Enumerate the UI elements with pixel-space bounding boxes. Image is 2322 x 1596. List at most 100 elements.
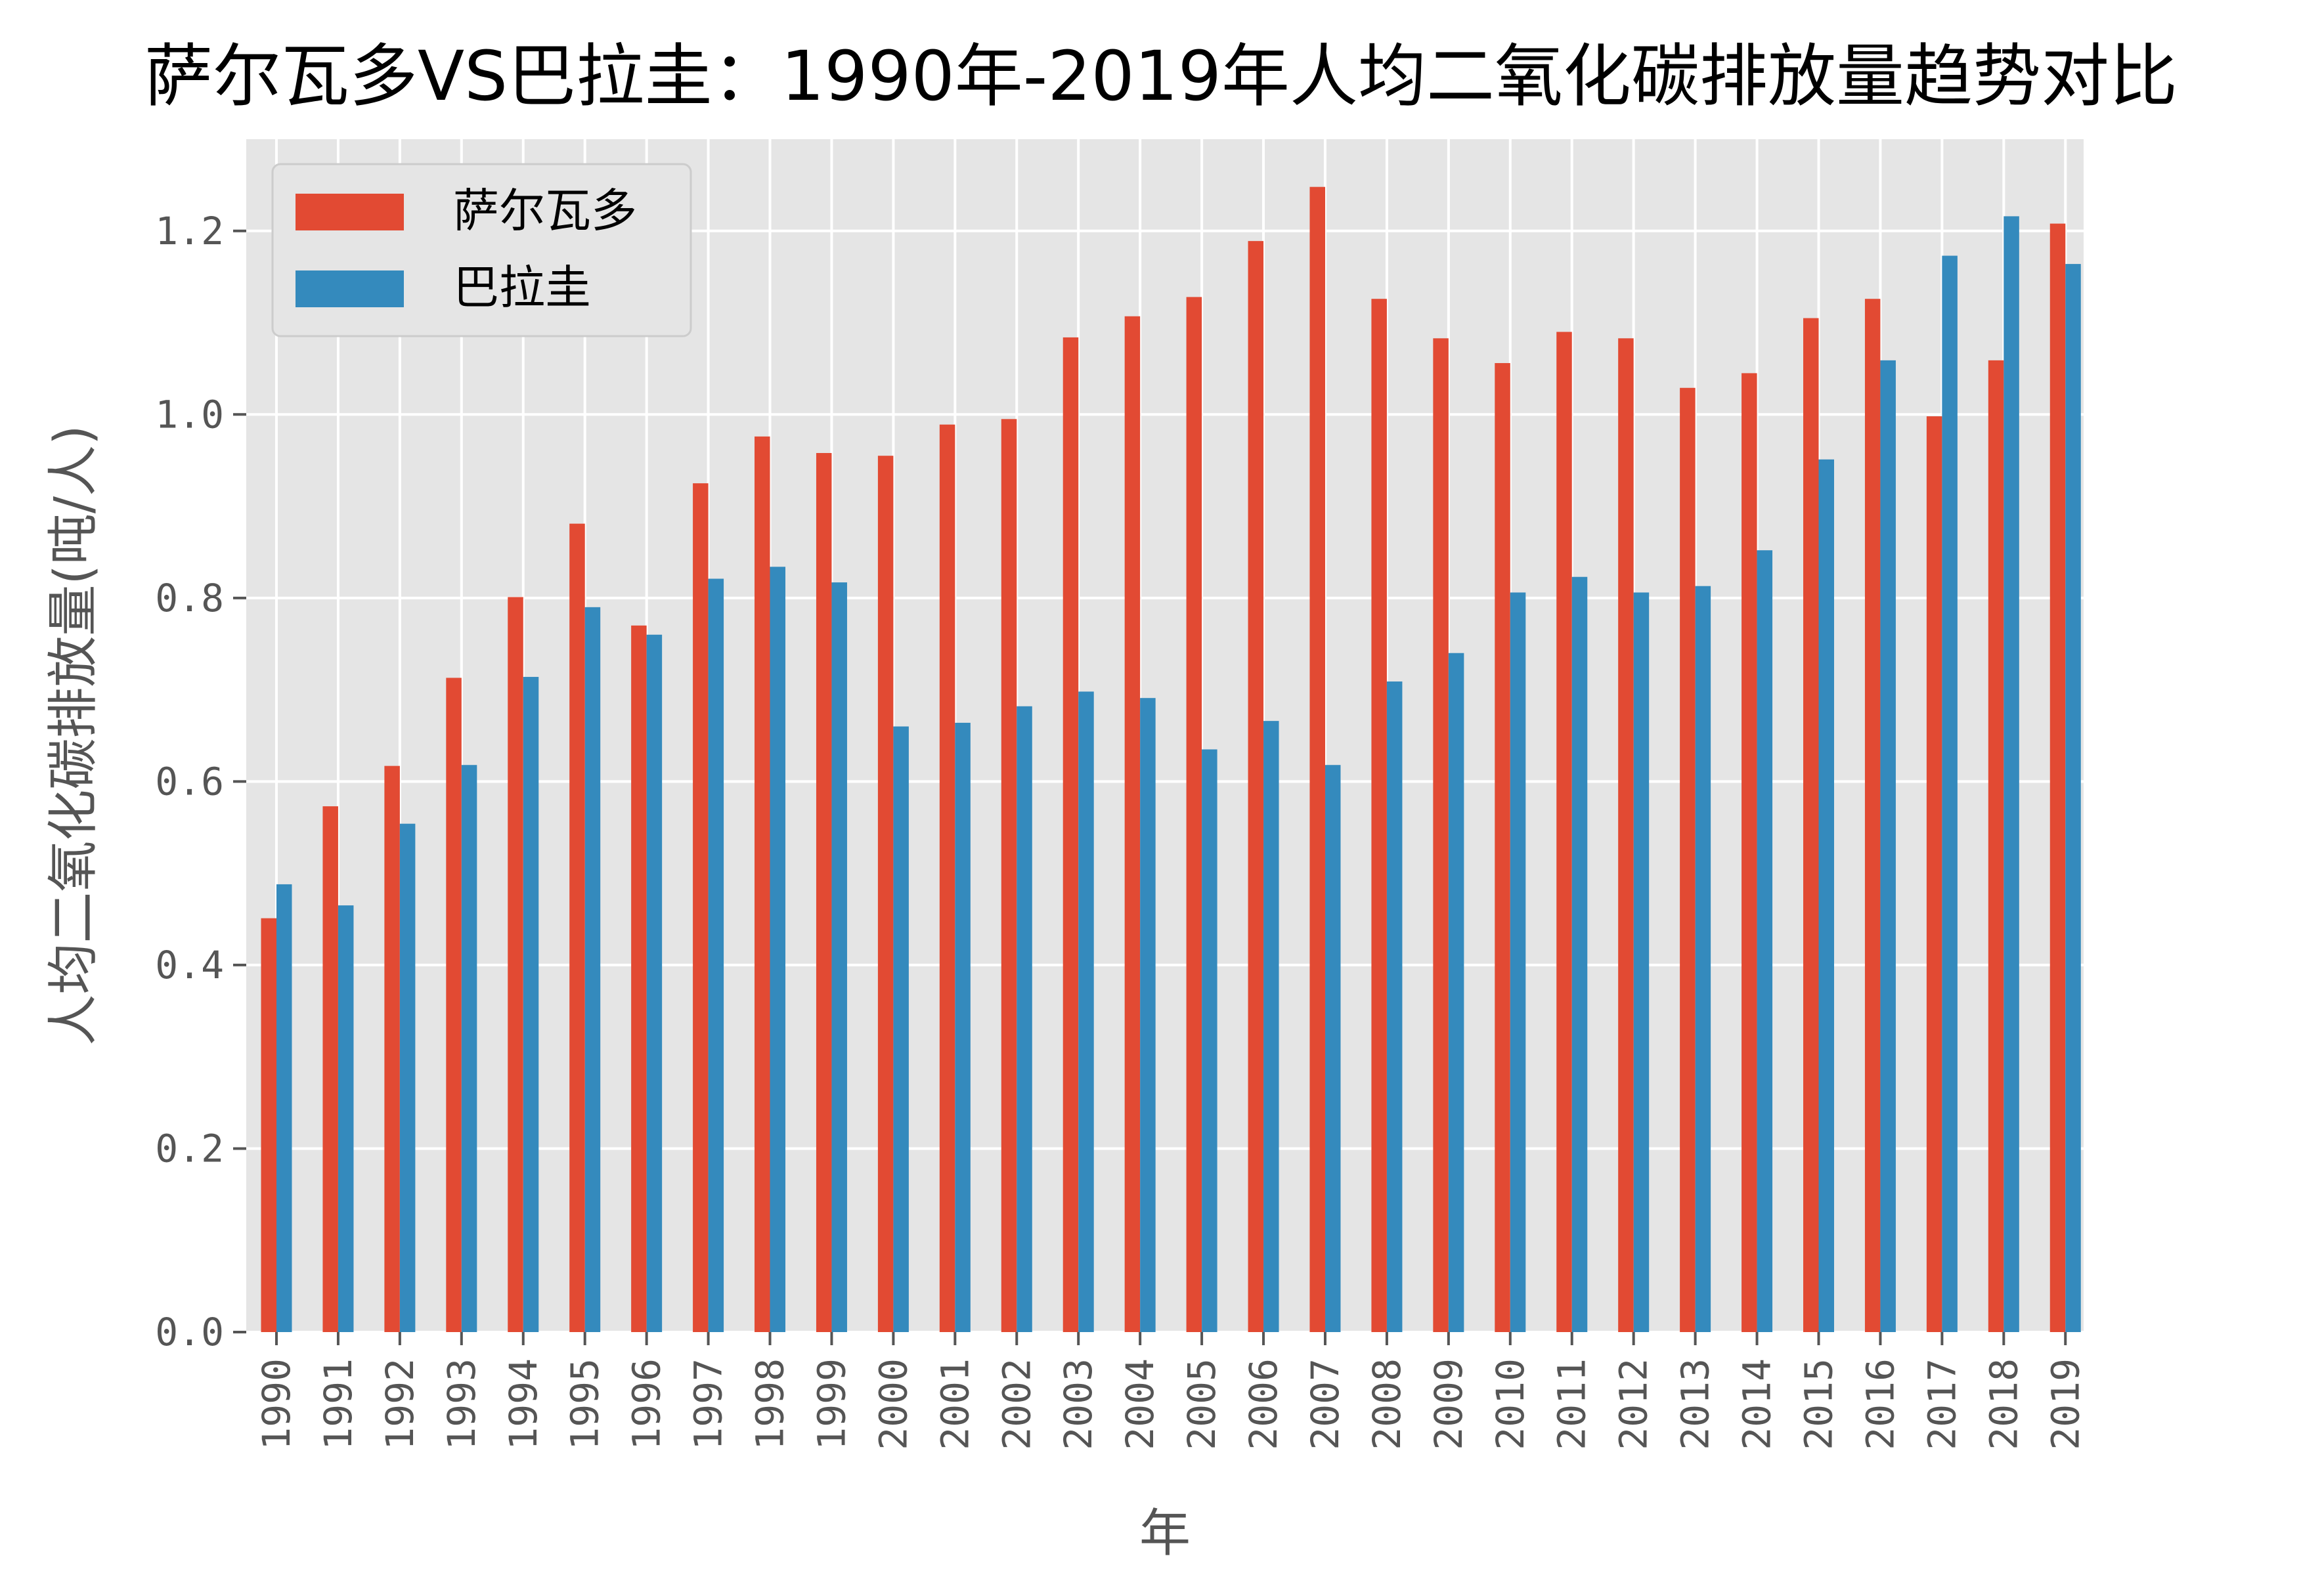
y-tick-label: 0.4: [155, 943, 224, 987]
bar-el-salvador-2003: [1062, 337, 1079, 1332]
x-tick-label: 2009: [1426, 1358, 1471, 1450]
x-tick-label: 1998: [748, 1358, 793, 1450]
x-tick-label: 1996: [624, 1358, 669, 1450]
bar-el-salvador-2004: [1124, 316, 1141, 1332]
bar-el-salvador-2014: [1742, 373, 1757, 1332]
bar-paraguay-2009: [1448, 653, 1464, 1332]
x-tick-label: 1991: [316, 1358, 361, 1450]
bar-el-salvador-1995: [569, 523, 585, 1332]
bar-el-salvador-2005: [1186, 297, 1202, 1332]
bar-paraguay-2014: [1757, 550, 1773, 1332]
x-tick-label: 1994: [501, 1358, 546, 1450]
bar-el-salvador-1993: [446, 678, 462, 1332]
x-tick-label: 2007: [1303, 1358, 1347, 1450]
bar-paraguay-2006: [1263, 721, 1279, 1332]
x-tick-label: 2005: [1179, 1358, 1224, 1450]
bar-el-salvador-2006: [1248, 241, 1264, 1333]
bar-paraguay-2012: [1633, 592, 1650, 1333]
x-tick-label: 2001: [932, 1358, 977, 1450]
x-tick-label: 1990: [254, 1358, 299, 1450]
bars: [261, 186, 2081, 1333]
x-tick-label: 2003: [1056, 1358, 1101, 1450]
x-tick-label: 2004: [1118, 1358, 1162, 1450]
bar-paraguay-2007: [1325, 765, 1341, 1332]
bar-el-salvador-2018: [1988, 360, 2004, 1332]
bar-paraguay-1995: [584, 607, 601, 1333]
bar-el-salvador-2019: [2049, 223, 2066, 1333]
legend-label-paraguay: 巴拉圭: [453, 261, 591, 314]
x-tick-label: 2019: [2043, 1358, 2088, 1450]
x-axis-label: 年: [1139, 1504, 1191, 1563]
bar-paraguay-2004: [1140, 698, 1156, 1332]
y-tick-label: 0.2: [155, 1126, 224, 1171]
y-tick-label: 0.0: [155, 1310, 224, 1354]
bar-paraguay-2003: [1078, 691, 1094, 1332]
bar-paraguay-1999: [831, 582, 847, 1332]
bar-el-salvador-2007: [1309, 186, 1325, 1333]
bar-paraguay-2018: [2004, 216, 2019, 1333]
bar-el-salvador-2013: [1680, 387, 1696, 1332]
bar-paraguay-2000: [893, 726, 909, 1332]
bar-el-salvador-1991: [322, 806, 338, 1332]
bar-paraguay-2011: [1571, 576, 1588, 1332]
y-tick-label: 1.2: [155, 209, 224, 253]
bar-el-salvador-2009: [1433, 338, 1449, 1332]
bar-el-salvador-1998: [755, 436, 770, 1332]
x-tick-label: 2000: [871, 1358, 915, 1450]
bar-el-salvador-1997: [693, 483, 709, 1332]
x-tick-label: 2013: [1673, 1358, 1718, 1450]
x-tick-label: 2006: [1241, 1358, 1286, 1450]
y-tick-label: 0.8: [155, 576, 224, 620]
legend-label-el-salvador: 萨尔瓦多: [453, 184, 637, 238]
bar-paraguay-2019: [2065, 264, 2081, 1332]
bar-el-salvador-1994: [508, 597, 523, 1332]
bar-paraguay-2005: [1202, 749, 1217, 1332]
bar-el-salvador-1996: [631, 625, 647, 1333]
x-tick-label: 1995: [563, 1358, 607, 1450]
x-tick-label: 2008: [1365, 1358, 1409, 1450]
legend-swatch-paraguay: [296, 270, 404, 307]
bar-paraguay-1998: [770, 567, 786, 1332]
bar-el-salvador-1990: [261, 918, 276, 1332]
bar-paraguay-1996: [646, 634, 663, 1332]
bar-el-salvador-2001: [939, 424, 955, 1332]
bar-paraguay-2013: [1695, 586, 1711, 1332]
bar-el-salvador-2015: [1803, 318, 1819, 1332]
x-tick-label: 1993: [439, 1358, 484, 1450]
bar-paraguay-2015: [1818, 459, 1834, 1332]
bar-el-salvador-2012: [1618, 338, 1634, 1332]
x-tick-label: 1992: [378, 1358, 422, 1450]
bar-el-salvador-1992: [384, 766, 400, 1332]
bar-el-salvador-2000: [877, 456, 894, 1332]
x-tick-label: 2012: [1611, 1358, 1656, 1450]
plot-area: [246, 139, 2084, 1332]
bar-paraguay-1997: [708, 578, 724, 1332]
bar-el-salvador-2002: [1001, 419, 1017, 1332]
bar-paraguay-2002: [1017, 706, 1032, 1332]
bar-paraguay-1990: [276, 884, 292, 1332]
x-tick-label: 2016: [1858, 1358, 1902, 1450]
bar-paraguay-2010: [1510, 592, 1526, 1333]
y-axis: 0.0 0.2 0.4 0.6 0.8 1.0 1.2: [155, 209, 246, 1354]
x-tick-label: 2018: [1981, 1358, 2026, 1450]
y-tick-label: 1.0: [155, 392, 224, 437]
bar-paraguay-1994: [523, 677, 539, 1332]
x-tick-label: 2017: [1919, 1358, 1964, 1450]
x-tick-label: 1999: [809, 1358, 854, 1450]
bar-paraguay-2008: [1386, 681, 1403, 1332]
x-tick-label: 2015: [1797, 1358, 1841, 1450]
y-tick-label: 0.6: [155, 759, 224, 804]
bar-paraguay-1991: [338, 905, 354, 1332]
bar-el-salvador-2008: [1371, 299, 1387, 1332]
bar-el-salvador-1999: [816, 453, 832, 1332]
x-tick-label: 2014: [1735, 1358, 1780, 1450]
bar-el-salvador-2011: [1556, 332, 1572, 1332]
bar-paraguay-1992: [399, 823, 416, 1332]
bar-el-salvador-2017: [1926, 416, 1942, 1333]
y-axis-label: 人均二氧化碳排放量(吨/人): [44, 425, 103, 1045]
bar-el-salvador-2010: [1495, 363, 1510, 1333]
bar-el-salvador-2016: [1864, 299, 1881, 1332]
bar-paraguay-2016: [1880, 360, 1896, 1332]
x-axis: 1990 1991 1992 1993 1994 1995 1996 1997 1998 1999…: [254, 1332, 2088, 1450]
x-tick-label: 2010: [1488, 1358, 1533, 1450]
